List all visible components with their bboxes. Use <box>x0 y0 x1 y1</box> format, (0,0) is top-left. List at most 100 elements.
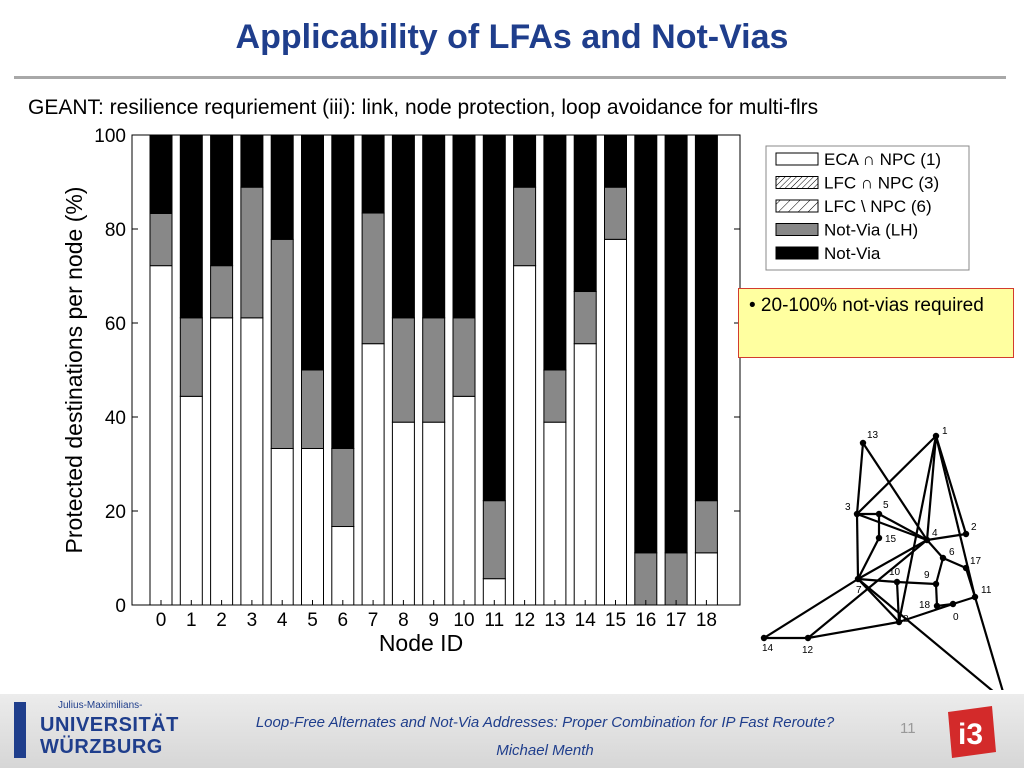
x-tick-label: 13 <box>544 610 565 631</box>
bar-segment-node-1-series-4 <box>179 134 203 319</box>
topology-link <box>763 578 859 639</box>
bar-segment-node-15-series-3 <box>604 186 627 240</box>
topology-node-15 <box>875 534 883 542</box>
bar-segment-node-17-series-3 <box>664 552 688 606</box>
bar-segment-node-5-series-4 <box>301 134 324 371</box>
topology-node-4 <box>923 536 931 544</box>
bar-segment-node-9-series-3 <box>422 317 446 423</box>
bar-segment-node-2-series-4 <box>210 134 234 267</box>
x-tick-label: 4 <box>277 610 288 631</box>
topology-link <box>934 435 977 598</box>
bar-segment-node-15-series-0 <box>604 238 627 606</box>
bar-segment-node-0-series-0 <box>149 265 173 606</box>
x-tick-label: 7 <box>368 610 379 631</box>
topology-node-label: 17 <box>970 556 982 567</box>
x-tick-label: 9 <box>428 610 439 631</box>
topology-node-label: 10 <box>889 567 901 578</box>
topology-link <box>857 537 880 580</box>
bar-segment-node-13-series-3 <box>543 369 567 423</box>
footer-talk-title: Loop-Free Alternates and Not-Via Address… <box>255 714 835 731</box>
legend-swatch-4 <box>775 246 819 260</box>
slide-title: Applicability of LFAs and Not-Vias <box>235 18 789 56</box>
topology-node-7 <box>854 575 862 583</box>
x-tick-label: 2 <box>216 610 227 631</box>
bar-segment-node-13-series-4 <box>543 134 567 371</box>
logo-bar <box>14 702 26 758</box>
x-tick-label: 17 <box>666 610 687 631</box>
topology-node-label: 6 <box>949 547 955 558</box>
topology-link <box>973 596 1004 690</box>
bar-segment-node-10-series-3 <box>452 317 476 397</box>
topology-node-label: 14 <box>762 643 774 654</box>
x-axis-label: Node ID <box>379 630 463 656</box>
topology-node-8 <box>895 618 903 626</box>
topology-node-label: 1 <box>942 426 948 437</box>
bar-segment-node-11-series-3 <box>482 500 506 580</box>
bar-segment-node-14-series-0 <box>573 343 597 606</box>
legend-label-2: LFC \ NPC (6) <box>824 197 932 216</box>
topology-link <box>942 556 967 570</box>
legend-label-1: LFC ∩ NPC (3) <box>824 174 939 193</box>
bar-segment-node-14-series-4 <box>573 134 597 293</box>
topology-node-10 <box>893 578 901 586</box>
x-tick-label: 8 <box>398 610 409 631</box>
bar-segment-node-8-series-4 <box>391 134 415 319</box>
bar-segment-node-13-series-0 <box>543 421 567 606</box>
bar-segment-node-2-series-0 <box>210 317 234 606</box>
bar-segment-node-0-series-3 <box>149 212 173 267</box>
i3-logo: i3 <box>948 706 996 758</box>
logo-small-text: Julius-Maximilians- <box>58 700 143 711</box>
bar-segment-node-18-series-0 <box>694 552 718 606</box>
topology-node-label: 18 <box>919 600 931 611</box>
y-tick-label: 80 <box>105 220 126 241</box>
bar-segment-node-5-series-3 <box>301 369 324 449</box>
legend-swatch-3 <box>775 223 819 236</box>
topology-link <box>895 581 901 623</box>
bar-segment-node-12-series-0 <box>513 265 537 606</box>
topology-node-13 <box>859 439 867 447</box>
bar-segment-node-0-series-4 <box>149 134 173 214</box>
bar-segment-node-2-series-3 <box>210 265 234 319</box>
topology-node-1 <box>932 432 940 440</box>
topology-link <box>855 442 865 515</box>
bar-segment-node-14-series-3 <box>573 291 597 345</box>
bar-segment-node-3-series-3 <box>240 186 264 319</box>
callout-note: • 20-100% not-vias required <box>738 288 1014 358</box>
x-tick-label: 18 <box>696 610 717 631</box>
topology-node-label: 15 <box>885 534 897 545</box>
topology-node-17 <box>962 564 970 572</box>
topology-node-label: 2 <box>971 522 977 533</box>
bar-segment-node-7-series-4 <box>361 134 385 214</box>
legend-label-4: Not-Via <box>824 244 881 263</box>
topology-node-11 <box>971 593 979 601</box>
legend-swatch-2 <box>775 199 819 213</box>
bar-segment-node-10-series-0 <box>452 395 476 606</box>
logo-line2: WÜRZBURG <box>40 736 163 758</box>
topology-node-12 <box>804 634 812 642</box>
university-logo: Julius-Maximilians- UNIVERSITÄT WÜRZBURG <box>14 698 178 760</box>
footer-author: Michael Menth <box>496 742 594 759</box>
bar-segment-node-3-series-4 <box>240 134 264 188</box>
topology-link <box>964 567 977 598</box>
logo-line1: UNIVERSITÄT <box>40 714 179 736</box>
bar-segment-node-15-series-4 <box>604 134 627 188</box>
x-tick-label: 11 <box>484 610 504 631</box>
bar-segment-node-12-series-4 <box>513 134 537 188</box>
topology-link <box>856 512 928 542</box>
bar-segment-node-3-series-0 <box>240 317 264 606</box>
y-tick-label: 0 <box>115 596 126 617</box>
topology-node-label: 5 <box>883 500 889 511</box>
bar-segment-node-9-series-4 <box>422 134 446 319</box>
topology-node-18 <box>933 602 941 610</box>
topology-link <box>934 557 945 585</box>
bar-segment-node-11-series-4 <box>482 134 506 502</box>
bar-segment-node-7-series-0 <box>361 343 385 606</box>
topology-node-label: 12 <box>802 645 814 656</box>
y-tick-label: 40 <box>105 408 126 429</box>
topology-node-5 <box>875 510 883 518</box>
topology-node-label: 9 <box>924 570 930 581</box>
slide-subtitle: GEANT: resilience requriement (iii): lin… <box>28 96 819 119</box>
topology-node-label: 8 <box>903 614 909 625</box>
